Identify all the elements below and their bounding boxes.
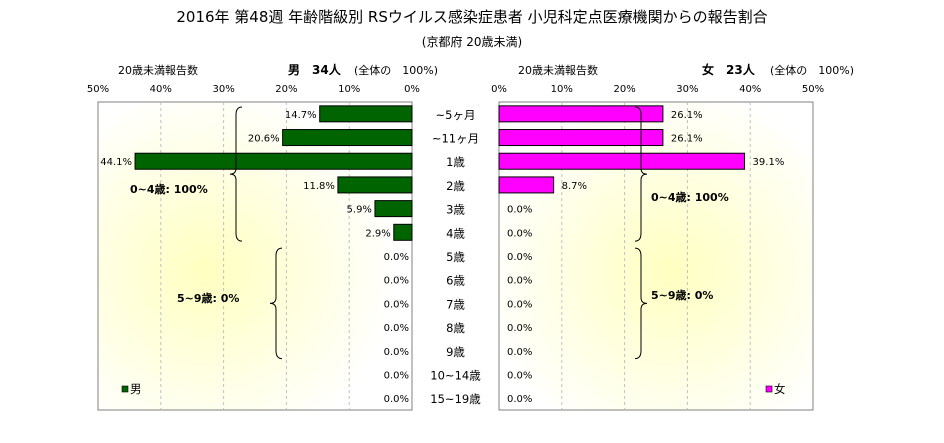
male-data-label: 0.0% [384, 394, 409, 405]
age-category-label: ~11ヶ月 [432, 132, 479, 146]
male-bar [134, 152, 413, 170]
age-category-label: 3歳 [446, 203, 465, 217]
male-data-label: 0.0% [384, 252, 409, 263]
male-count-header: 男 34人 [288, 61, 341, 78]
age-category-label: 6歳 [446, 274, 465, 288]
female-data-label: 0.0% [507, 370, 532, 381]
male-plot-area [97, 101, 413, 411]
male-data-label: 14.7% [285, 110, 317, 121]
female-data-label: 26.1% [671, 134, 703, 145]
age-category-label: 7歳 [446, 297, 465, 311]
female-data-label: 0.0% [507, 252, 532, 263]
female-data-label: 0.0% [507, 323, 532, 334]
female-data-label: 0.0% [507, 347, 532, 358]
male-tick-label: 20% [275, 84, 297, 95]
female-tick-label: 50% [802, 84, 824, 95]
male-bar [374, 200, 413, 218]
female-5-9-bracket [634, 247, 648, 360]
female-data-label: 0.0% [507, 276, 532, 287]
male-bar [319, 105, 413, 123]
age-category-label: 4歳 [446, 226, 465, 240]
female-data-label: 8.7% [562, 181, 587, 192]
male-data-label: 5.9% [347, 205, 372, 216]
male-legend-swatch [121, 385, 129, 393]
age-category-label: 1歳 [446, 155, 465, 169]
male-0-4-annotation: 0~4歳: 100% [130, 182, 208, 196]
male-tick-label: 30% [212, 84, 234, 95]
male-0-4-bracket [229, 106, 243, 242]
male-data-label: 11.8% [303, 181, 335, 192]
chart-subtitle: (京都府 20歳未満) [421, 35, 523, 49]
male-tick-label: 40% [150, 84, 172, 95]
male-total-label: (全体の 100%) [354, 64, 439, 77]
female-tick-label: 20% [613, 84, 635, 95]
female-legend-swatch [765, 385, 773, 393]
female-0-4-bracket [634, 106, 648, 242]
age-category-label: 2歳 [446, 179, 465, 193]
age-category-label: ~5ヶ月 [436, 108, 476, 122]
male-tick-label: 50% [87, 84, 109, 95]
female-tick-label: 0% [491, 84, 507, 95]
male-5-9-bracket [269, 247, 283, 360]
male-data-label: 0.0% [384, 370, 409, 381]
female-data-label: 39.1% [753, 157, 785, 168]
female-tick-label: 30% [676, 84, 698, 95]
female-data-label: 26.1% [671, 110, 703, 121]
female-bar [498, 129, 664, 147]
male-data-label: 0.0% [384, 323, 409, 334]
male-data-label: 20.6% [248, 134, 280, 145]
female-data-label: 0.0% [507, 299, 532, 310]
female-tick-label: 40% [739, 84, 761, 95]
female-plot-area [498, 101, 814, 411]
male-tick-label: 10% [338, 84, 360, 95]
male-tick-label: 0% [404, 84, 420, 95]
male-bar [337, 176, 413, 194]
female-total-label: (全体の 100%) [770, 64, 855, 77]
age-category-label: 8歳 [446, 321, 465, 335]
age-category-label: 10~14歳 [430, 368, 481, 382]
male-bar [282, 129, 413, 147]
male-data-label: 0.0% [384, 299, 409, 310]
female-data-label: 0.0% [507, 394, 532, 405]
male-data-label: 0.0% [384, 276, 409, 287]
age-category-label: 5歳 [446, 250, 465, 264]
male-5-9-annotation: 5~9歳: 0% [177, 291, 239, 305]
chart-title: 2016年 第48週 年齢階級別 RSウイルス感染症患者 小児科定点医療機関から… [176, 8, 768, 26]
female-count-header: 女 23人 [702, 61, 755, 78]
age-category-label: 9歳 [446, 345, 465, 359]
male-data-label: 0.0% [384, 347, 409, 358]
left-axis-label: 20歳未満報告数 [118, 64, 198, 77]
male-data-label: 44.1% [100, 157, 132, 168]
male-legend-label: 男 [130, 382, 142, 396]
right-axis-label: 20歳未満報告数 [518, 64, 598, 77]
female-bar [498, 105, 664, 123]
female-0-4-annotation: 0~4歳: 100% [651, 190, 729, 204]
age-category-label: 15~19歳 [430, 392, 481, 406]
male-data-label: 2.9% [365, 228, 390, 239]
female-legend-label: 女 [774, 382, 786, 396]
female-bar [498, 176, 555, 194]
female-count-label: 女 23人 [702, 63, 755, 77]
female-5-9-annotation: 5~9歳: 0% [651, 288, 713, 302]
female-bar [498, 152, 746, 170]
female-data-label: 0.0% [507, 228, 532, 239]
female-data-label: 0.0% [507, 205, 532, 216]
male-bar [393, 223, 413, 241]
male-count-label: 男 34人 [288, 63, 341, 77]
female-tick-label: 10% [551, 84, 573, 95]
